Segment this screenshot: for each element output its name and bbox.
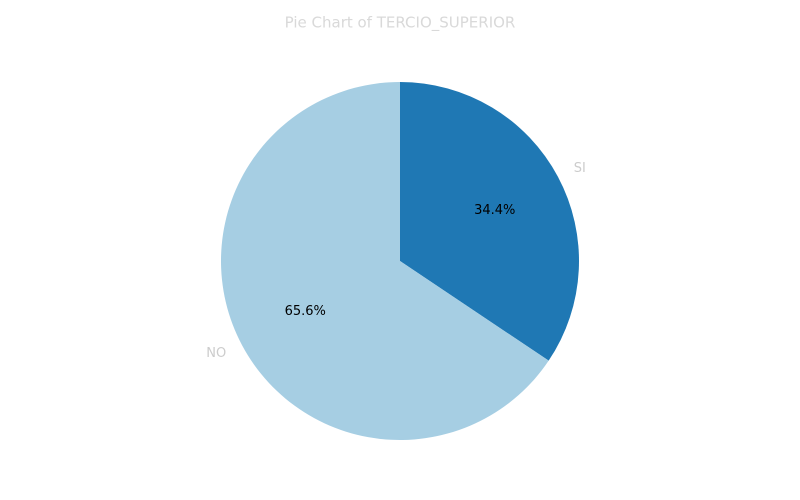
slice-label: NO xyxy=(206,346,226,361)
chart-title: Pie Chart of TERCIO_SUPERIOR xyxy=(285,14,516,33)
percent-label: 65.6% xyxy=(285,304,326,319)
pie-slice xyxy=(400,82,579,361)
slice-label: SI xyxy=(574,161,586,176)
percent-label: 34.4% xyxy=(474,203,515,218)
pie-slice xyxy=(220,82,549,441)
